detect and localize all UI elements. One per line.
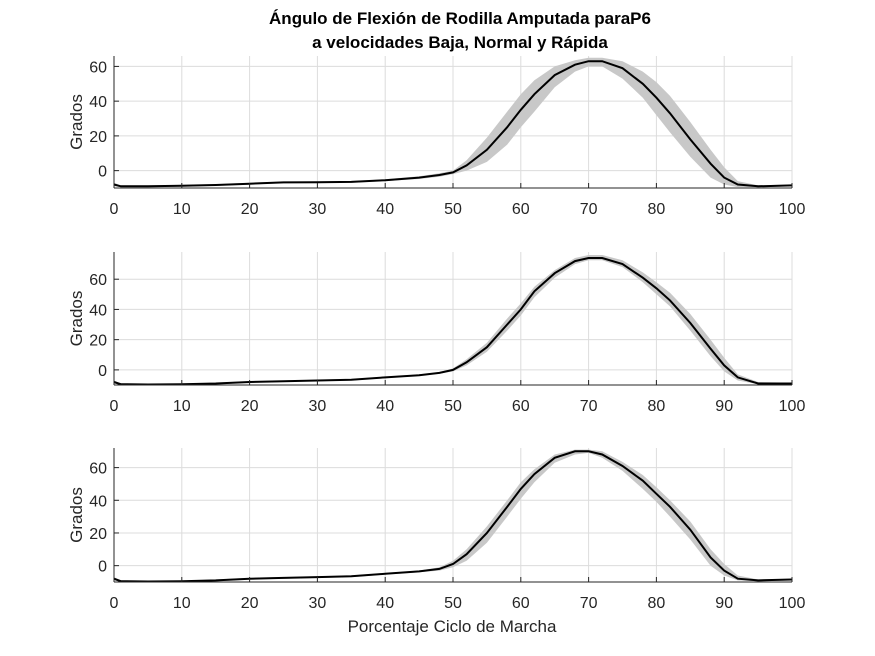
x-tick-label: 60 xyxy=(512,201,530,218)
x-tick-label: 10 xyxy=(173,398,191,415)
y-tick-label: 60 xyxy=(89,461,107,478)
y-tick-label: 40 xyxy=(89,493,107,510)
std-band xyxy=(114,449,792,582)
subplot-1: 0 10 20 30 40 50 60 70 80 90 100 0 20 40 60 Grados xyxy=(67,56,805,218)
y-tick-label: 0 xyxy=(98,164,107,181)
x-tick-label: 40 xyxy=(376,398,394,415)
x-tick-label: 40 xyxy=(376,595,394,612)
x-tick-label: 10 xyxy=(173,201,191,218)
y-tick-label: 60 xyxy=(89,272,107,289)
x-tick-label: 50 xyxy=(444,201,462,218)
chart-title-line1: Ángulo de Flexión de Rodilla Amputada pa… xyxy=(269,9,651,28)
y-tick-label: 60 xyxy=(89,59,107,76)
y-tick-label: 20 xyxy=(89,129,107,146)
x-tick-label: 0 xyxy=(110,595,119,612)
x-tick-label: 0 xyxy=(110,201,119,218)
x-tick-label: 70 xyxy=(580,595,598,612)
x-tick-label: 60 xyxy=(512,595,530,612)
x-tick-label: 90 xyxy=(715,398,733,415)
x-axis-label: Porcentaje Ciclo de Marcha xyxy=(348,617,557,636)
y-tick-label: 20 xyxy=(89,526,107,543)
y-tick-label: 0 xyxy=(98,559,107,576)
x-tick-label: 20 xyxy=(241,595,259,612)
y-axis-label: Grados xyxy=(67,94,86,150)
std-band xyxy=(114,57,792,188)
x-tick-label: 50 xyxy=(444,398,462,415)
y-axis-label: Grados xyxy=(67,487,86,543)
x-tick-label: 90 xyxy=(715,595,733,612)
x-tick-label: 80 xyxy=(648,201,666,218)
x-tick-label: 40 xyxy=(376,201,394,218)
mean-line xyxy=(113,257,792,386)
chart-title-line2: a velocidades Baja, Normal y Rápida xyxy=(312,33,608,52)
x-tick-label: 70 xyxy=(580,201,598,218)
x-tick-label: 30 xyxy=(309,201,327,218)
x-tick-label: 60 xyxy=(512,398,530,415)
mean-line xyxy=(113,450,793,583)
mean-line xyxy=(113,60,793,188)
x-tick-label: 80 xyxy=(648,398,666,415)
x-tick-label: 100 xyxy=(779,595,806,612)
x-tick-label: 10 xyxy=(173,595,191,612)
x-tick-label: 50 xyxy=(444,595,462,612)
x-tick-label: 20 xyxy=(241,201,259,218)
x-tick-label: 90 xyxy=(715,201,733,218)
y-tick-label: 40 xyxy=(89,302,107,319)
y-tick-label: 40 xyxy=(89,94,107,111)
x-tick-label: 30 xyxy=(309,595,327,612)
x-tick-label: 80 xyxy=(648,595,666,612)
x-tick-label: 0 xyxy=(110,398,119,415)
x-tick-label: 100 xyxy=(779,201,806,218)
x-tick-label: 20 xyxy=(241,398,259,415)
y-tick-label: 0 xyxy=(98,363,107,380)
x-tick-label: 100 xyxy=(779,398,806,415)
x-tick-label: 70 xyxy=(580,398,598,415)
y-tick-label: 20 xyxy=(89,333,107,350)
y-axis-label: Grados xyxy=(67,291,86,347)
x-tick-label: 30 xyxy=(309,398,327,415)
